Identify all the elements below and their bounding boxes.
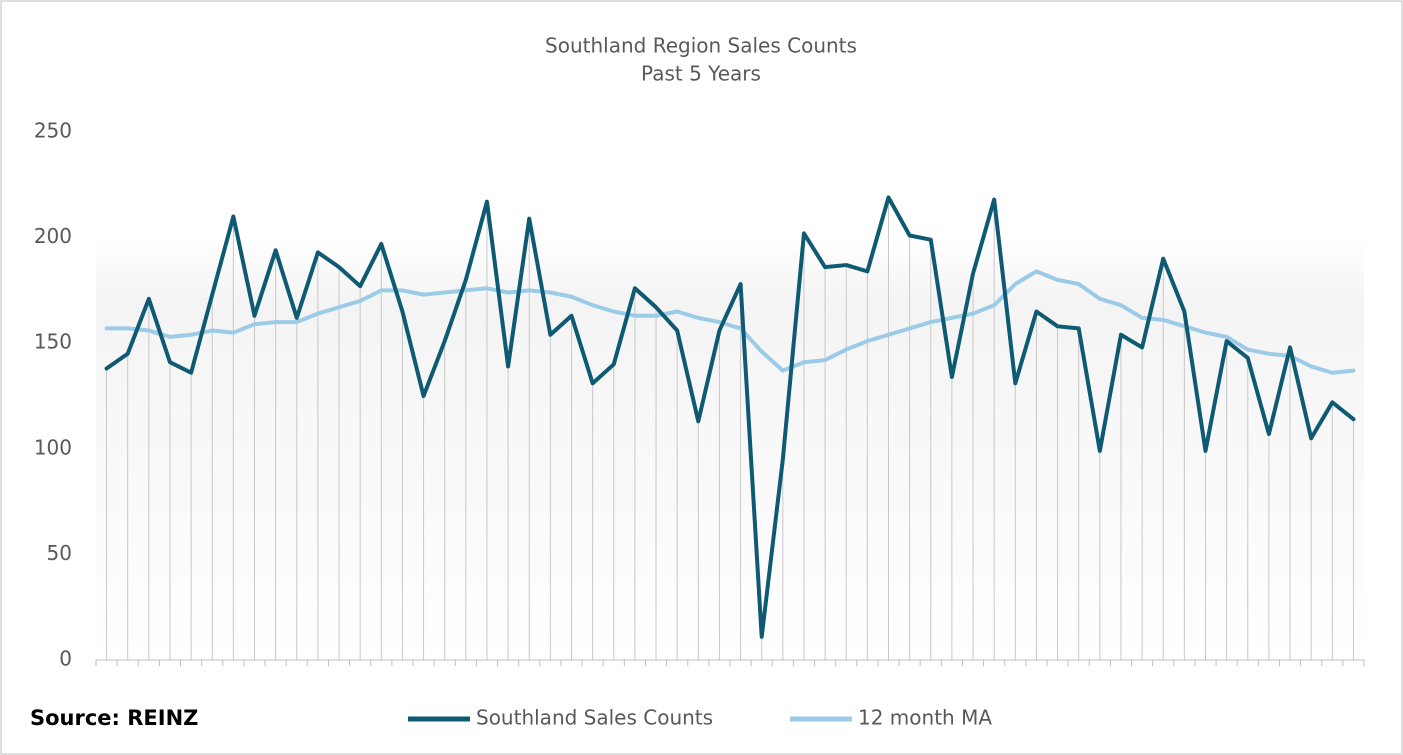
series-line bbox=[104, 269, 1356, 375]
y-tick-label: 150 bbox=[34, 330, 72, 354]
y-tick-label: 200 bbox=[34, 224, 72, 248]
legend-label: 12 month MA bbox=[858, 706, 992, 730]
y-tick-label: 100 bbox=[34, 435, 72, 459]
y-tick-label: 50 bbox=[47, 541, 72, 565]
series-line bbox=[104, 195, 1356, 639]
y-tick-label: 0 bbox=[59, 647, 72, 671]
source-note: Source: REINZ bbox=[30, 706, 198, 730]
y-tick-label: 250 bbox=[34, 119, 72, 143]
legend-label: Southland Sales Counts bbox=[476, 706, 713, 730]
chart-subtitle: Past 5 Years bbox=[641, 62, 761, 86]
chart-title: Southland Region Sales Counts bbox=[545, 34, 857, 58]
plot-area: 0 50 100 150 200 250 bbox=[34, 119, 1365, 671]
